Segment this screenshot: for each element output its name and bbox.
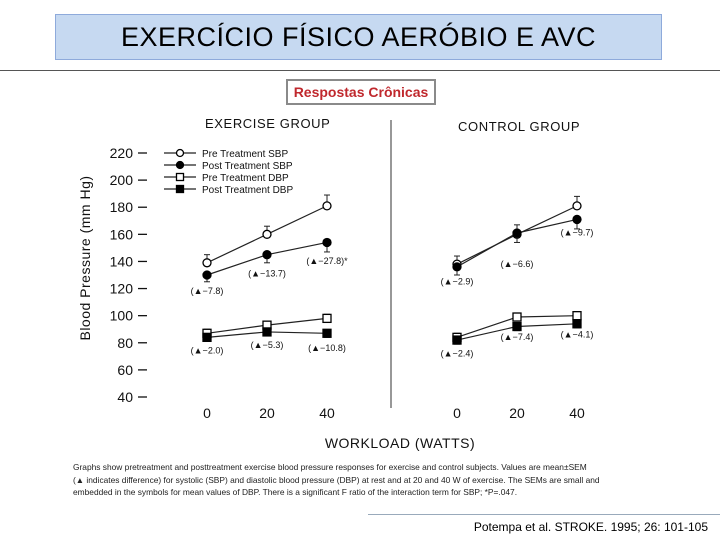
data-point-1-3-2 [572,319,582,329]
x-tick-label-1-2: 40 [569,405,585,421]
annotation-0-2: (▲−27.8)* [306,256,348,266]
data-point-0-2-2 [322,313,332,324]
legend-entry-1: Post Treatment SBP [202,161,293,172]
annotation-1-4: (▲−4.1) [561,329,594,339]
data-point-0-3-2 [322,328,332,338]
panel-title-1: CONTROL GROUP [458,119,580,134]
data-point-0-0-1 [262,229,272,239]
annotation-0-3: (▲−2.0) [191,346,224,356]
y-tick-label-6: 100 [110,308,134,324]
y-axis-label: Blood Pressure (mm Hg) [77,175,93,340]
annotation-0-4: (▲−5.3) [251,340,284,350]
data-point-0-1-2 [322,237,332,248]
y-tick-label-9: 40 [117,389,133,405]
annotation-1-2: (▲−2.9) [441,276,474,286]
data-point-1-1-0 [452,262,462,272]
data-point-0-1-1 [262,250,272,260]
annotation-0-5: (▲−10.8) [308,343,346,353]
legend-entry-2: Pre Treatment DBP [202,173,289,184]
annotation-1-5: (▲−2.4) [441,348,474,358]
y-tick-label-2: 180 [110,199,134,215]
chart-root: Blood Pressure (mm Hg)220200180160140120… [77,116,593,451]
y-tick-label-4: 140 [110,253,134,269]
legend-marker-0 [175,148,185,158]
y-tick-label-3: 160 [110,226,134,242]
data-point-1-3-0 [452,335,462,345]
y-tick-label-1: 200 [110,172,134,188]
citation: Potempa et al. STROKE. 1995; 26: 101-105 [473,520,708,534]
data-point-1-1-1 [512,228,522,238]
y-tick-label-5: 120 [110,281,134,297]
x-tick-label-1-1: 20 [509,405,525,421]
data-point-1-3-1 [512,321,522,332]
x-tick-label-0-0: 0 [203,405,211,421]
title-banner: EXERCÍCIO FÍSICO AERÓBIO E AVC [55,14,662,60]
data-point-1-1-2 [572,214,582,225]
y-tick-label-7: 80 [117,335,133,351]
data-point-1-2-1 [512,312,522,322]
y-tick-label-8: 60 [117,362,133,378]
legend-marker-1 [175,160,185,170]
caption-line-2: (▲ indicates difference) for systolic (S… [73,474,600,485]
legend-marker-2 [175,172,185,182]
x-tick-label-0-1: 20 [259,405,275,421]
data-point-0-0-2 [322,201,332,211]
slide-subtitle: Respostas Crônicas [293,84,429,100]
data-point-0-3-0 [202,332,212,343]
x-tick-label-0-2: 40 [319,405,335,421]
annotation-1-1: (▲−6.6) [501,259,534,269]
y-tick-label-0: 220 [110,145,134,161]
legend-marker-3 [175,184,185,194]
x-tick-label-1-0: 0 [453,405,461,421]
panel-title-0: EXERCISE GROUP [205,116,330,131]
reference-divider [368,514,720,515]
data-point-0-3-1 [262,327,272,337]
data-point-0-0-0 [202,258,212,268]
subtitle-box: Respostas Crônicas [286,79,436,105]
blood-pressure-chart: Blood Pressure (mm Hg)220200180160140120… [77,116,593,451]
caption-line-1: Graphs show pretreatment and posttreatme… [73,462,587,472]
figure-caption: Graphs show pretreatment and posttreatme… [73,461,703,499]
data-point-1-0-2 [572,201,582,211]
caption-line-3: embedded in the symbols for mean values … [73,487,518,497]
x-axis-label: WORKLOAD (WATTS) [325,435,475,451]
legend-entry-3: Post Treatment DBP [202,185,293,196]
data-point-1-2-2 [572,311,582,321]
annotation-1-3: (▲−7.4) [501,332,534,342]
annotation-0-0: (▲−7.8) [191,286,224,296]
annotation-1-0: (▲−9.7) [561,228,594,238]
slide-title: EXERCÍCIO FÍSICO AERÓBIO E AVC [120,21,597,52]
annotation-0-1: (▲−13.7) [248,268,286,278]
data-point-0-1-0 [202,270,212,280]
legend-entry-0: Pre Treatment SBP [202,149,288,160]
title-divider [0,70,720,71]
